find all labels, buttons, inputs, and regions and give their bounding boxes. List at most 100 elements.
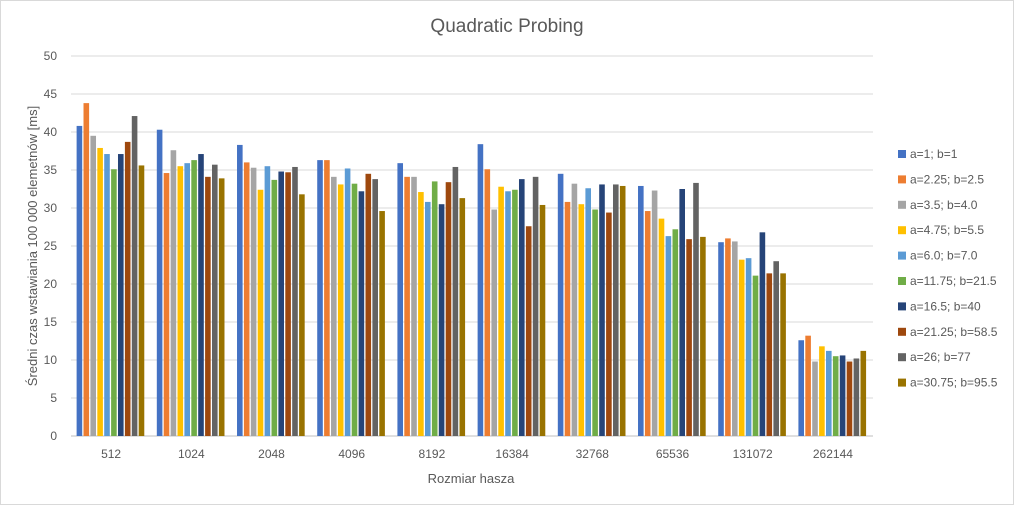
legend-label: a=2.25; b=2.5 (910, 172, 984, 186)
legend: a=1; b=1 a=2.25; b=2.5 a=3.5; b=4.0 a=4.75;… (898, 147, 998, 390)
bar (725, 238, 731, 436)
bar (491, 209, 498, 436)
legend-label: a=11.75; b=21.5 (910, 274, 997, 288)
bar (665, 236, 672, 436)
bar (177, 166, 184, 436)
bar (418, 192, 424, 436)
legend-swatch (898, 150, 906, 158)
bar (853, 358, 860, 436)
bar (243, 162, 250, 436)
y-tick-label: 50 (44, 49, 58, 63)
bar (191, 160, 197, 436)
bar (358, 191, 365, 436)
bar (819, 346, 825, 436)
bar (278, 171, 284, 436)
x-tick-label: 65536 (656, 447, 690, 461)
legend-label: a=26; b=77 (910, 350, 971, 364)
y-tick-labels: 0 5 10 15 20 25 30 35 40 45 50 (44, 49, 58, 443)
y-tick-label: 15 (44, 315, 58, 329)
y-tick-label: 45 (44, 87, 58, 101)
x-axis-title: Rozmiar hasza (428, 471, 515, 486)
bar (76, 125, 83, 437)
bar (512, 189, 518, 436)
chart-title: Quadratic Probing (430, 16, 583, 37)
bar (156, 129, 163, 436)
bar (738, 259, 745, 436)
bar (693, 182, 699, 436)
bar (773, 261, 779, 436)
legend-swatch (898, 277, 906, 285)
legend-swatch (898, 353, 906, 362)
legend-label: a=4.75; b=5.5 (910, 223, 984, 237)
bar (498, 186, 504, 436)
bar (585, 188, 591, 436)
bar (718, 242, 724, 436)
bar (83, 103, 90, 437)
bar (505, 191, 511, 436)
bar (557, 173, 564, 437)
bar (679, 189, 685, 436)
y-tick-label: 20 (44, 277, 58, 291)
y-tick-label: 10 (44, 353, 58, 367)
bar (317, 160, 323, 436)
bar (372, 179, 378, 436)
bar (324, 160, 330, 436)
bar (571, 183, 578, 436)
y-tick-label: 25 (44, 239, 58, 253)
bar (205, 176, 211, 436)
x-tick-label: 512 (101, 447, 121, 461)
x-tick-labels: 512 1024 2048 4096 8192 16384 32768 65536 131072… (101, 447, 853, 461)
legend-label: a=3.5; b=4.0 (910, 198, 978, 212)
bar (163, 173, 170, 437)
bar (638, 185, 644, 436)
bar (766, 273, 773, 436)
bar (525, 226, 532, 436)
x-tick-label: 32768 (576, 447, 610, 461)
bar (658, 218, 665, 436)
x-tick-label: 2048 (258, 447, 285, 461)
bar (365, 173, 372, 437)
bar (237, 144, 243, 437)
bar (798, 340, 805, 436)
bar (612, 184, 619, 436)
bar (90, 135, 97, 437)
bar (271, 179, 278, 436)
legend-label: a=1; b=1 (910, 147, 958, 161)
bar (532, 176, 539, 436)
bar (619, 185, 626, 436)
bar (599, 184, 605, 436)
y-tick-label: 30 (44, 201, 58, 215)
bar (184, 163, 190, 436)
bar (138, 165, 145, 436)
bar (111, 169, 117, 437)
bar (104, 154, 110, 437)
legend-swatch (898, 327, 906, 336)
bar (211, 164, 218, 436)
legend-swatch (898, 226, 906, 235)
bar (644, 211, 651, 436)
bar (170, 150, 177, 437)
legend-label: a=21.25; b=58.5 (910, 325, 998, 339)
bar (672, 229, 679, 436)
bar (264, 166, 271, 436)
y-tick-label: 35 (44, 163, 58, 177)
bar (331, 176, 337, 436)
x-tick-label: 131072 (733, 447, 773, 461)
x-tick-label: 8192 (419, 447, 446, 461)
bar (592, 209, 598, 436)
bar (344, 168, 351, 437)
bar (606, 212, 612, 436)
legend-label: a=30.75; b=95.5 (910, 376, 998, 390)
x-tick-label: 16384 (495, 447, 529, 461)
bar (117, 154, 124, 437)
legend-swatch (898, 200, 906, 209)
bar (257, 189, 264, 436)
bar (686, 239, 692, 436)
x-tick-label: 4096 (338, 447, 365, 461)
legend-swatch (898, 251, 906, 260)
y-tick-label: 0 (50, 429, 57, 443)
bar (846, 361, 853, 436)
bar (445, 182, 452, 436)
bar (752, 275, 759, 436)
